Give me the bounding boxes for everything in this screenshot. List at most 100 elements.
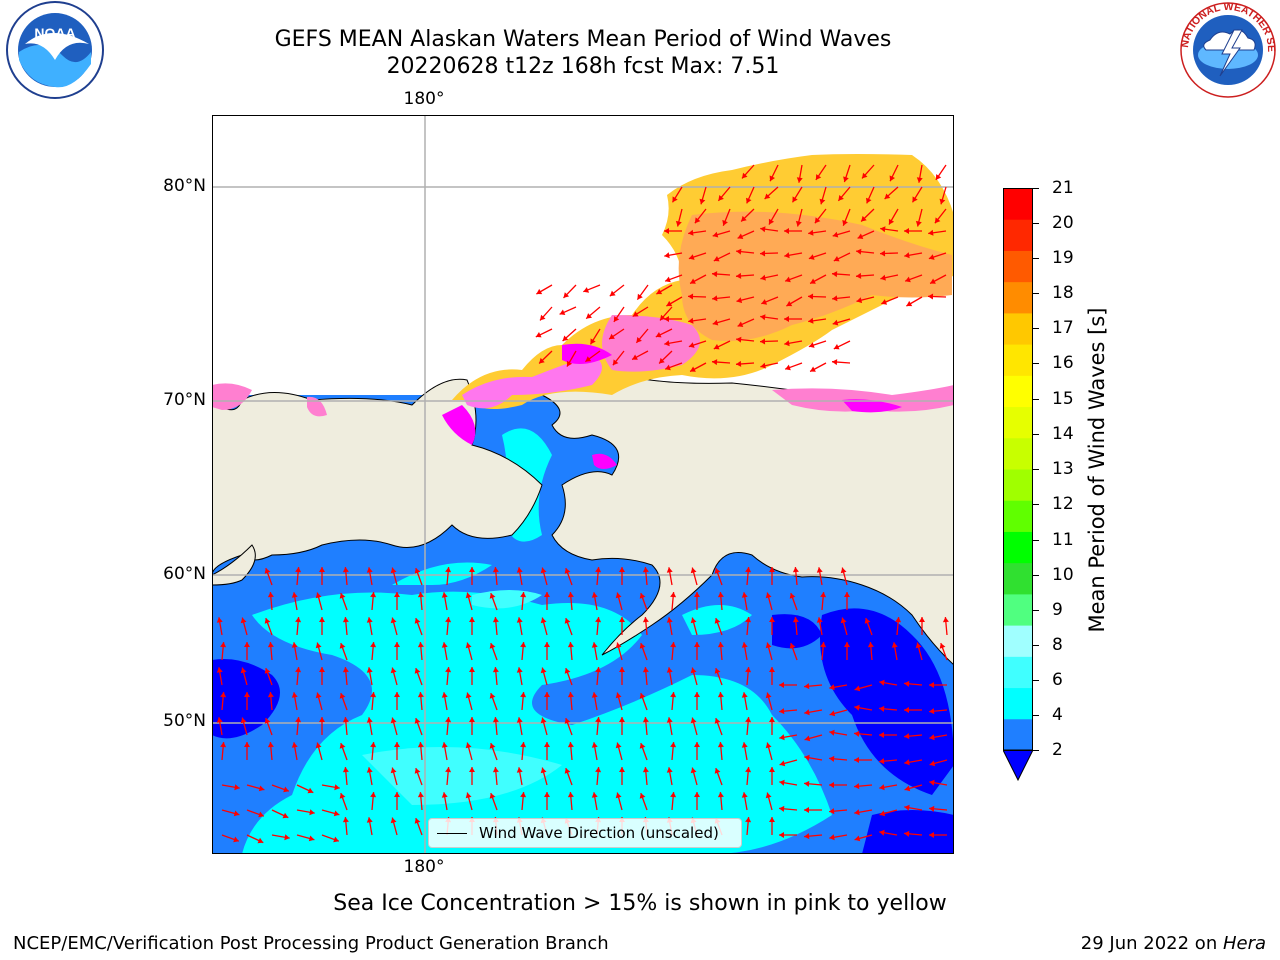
wind-wave-arrowhead (880, 274, 886, 281)
wind-wave-arrowhead (342, 817, 349, 823)
wind-wave-arrowhead (694, 217, 701, 224)
wind-wave-arrowhead (904, 733, 910, 740)
colorbar-tick-mark (1033, 610, 1039, 611)
wind-wave-arrowhead (784, 340, 790, 347)
wind-wave-arrowhead (567, 742, 574, 748)
wind-wave-arrowhead (642, 667, 649, 673)
wind-wave-arrowhead (880, 226, 886, 233)
wind-wave-arrowhead (717, 592, 724, 598)
wind-wave-arrowhead (741, 642, 748, 648)
colorbar-segment (1003, 531, 1033, 564)
colorbar-tick-label: 2 (1052, 740, 1063, 760)
wind-wave-arrowhead (672, 196, 678, 203)
wind-wave-arrowhead (492, 717, 499, 723)
wind-wave-arrowhead (544, 792, 550, 797)
wind-wave-arrowhead (414, 618, 421, 624)
wind-wave-arrowhead (808, 293, 814, 300)
wind-wave-arrowhead (804, 780, 810, 787)
wind-wave-arrowhead (366, 617, 373, 623)
wind-wave-arrowhead (220, 692, 227, 698)
colorbar-tick-mark (1033, 434, 1039, 435)
wind-wave-arrowhead (540, 567, 547, 574)
wind-wave-arrowhead (769, 617, 775, 622)
wind-wave-arrowhead (465, 592, 472, 599)
colorbar-segment (1003, 188, 1033, 220)
colorbar-tick-label: 10 (1052, 565, 1074, 585)
wind-wave-arrowhead (712, 231, 719, 238)
wind-wave-arrowhead (792, 196, 798, 203)
colorbar-segment (1003, 500, 1033, 532)
wind-wave-arrowhead (655, 332, 662, 338)
wind-wave-arrowhead (881, 299, 888, 305)
wind-wave-arrowhead (741, 692, 748, 698)
wind-wave-arrowhead (308, 835, 315, 842)
wind-wave-arrowhead (539, 357, 545, 364)
wind-wave-arrowhead (737, 233, 744, 239)
wind-wave-arrowhead (928, 293, 934, 300)
colorbar-border (1003, 188, 1033, 751)
wind-wave-arrowhead (785, 276, 791, 283)
colorbar-tick-label: 14 (1052, 424, 1074, 444)
wind-wave-arrowhead (615, 592, 622, 599)
colorbar-tick-mark (1033, 293, 1039, 294)
map-canvas (212, 115, 954, 854)
wind-wave-arrowhead (779, 805, 785, 812)
wind-wave-arrowhead (639, 793, 646, 799)
colorbar-tick-label: 20 (1052, 213, 1074, 233)
wind-wave-arrowhead (688, 229, 694, 236)
wind-wave-arrowhead (489, 743, 496, 749)
wind-wave-arrowhead (595, 717, 602, 723)
colorbar-tick-mark (1033, 750, 1039, 751)
wind-wave-arrowhead (339, 593, 346, 599)
wind-wave-arrowhead (642, 567, 649, 573)
wind-wave-arrowhead (829, 729, 835, 736)
wind-wave-arrowhead (319, 567, 325, 572)
wind-wave-arrowhead (879, 758, 885, 765)
wind-wave-arrowhead (833, 256, 840, 262)
wind-wave-arrowhead (712, 359, 718, 366)
wind-wave-arrowhead (567, 692, 574, 698)
wind-wave-arrowhead (615, 742, 622, 749)
wind-wave-arrowhead (838, 195, 844, 201)
colorbar-tick-label: 16 (1052, 353, 1074, 373)
wind-wave-arrowhead (240, 617, 247, 624)
wind-wave-arrowhead (639, 693, 646, 699)
wind-wave-arrowhead (564, 668, 571, 674)
wind-wave-arrowhead (591, 592, 598, 598)
wind-wave-arrowhead (904, 830, 910, 837)
map-title: GEFS MEAN Alaskan Waters Mean Period of … (274, 27, 892, 52)
map-frame (212, 115, 954, 854)
lat-label-80n: 80°N (163, 176, 206, 196)
wind-wave-arrowhead (469, 667, 475, 672)
wind-wave-arrowhead (370, 592, 377, 598)
lat-label-50n: 50°N (163, 711, 206, 731)
wind-wave-arrowhead (829, 834, 835, 841)
wind-wave-arrowhead (492, 667, 499, 673)
lon-label-bottom: 180° (403, 857, 445, 877)
wind-wave-arrowhead (583, 287, 590, 293)
wind-wave-arrowhead (516, 767, 523, 773)
wind-wave-arrowhead (832, 359, 838, 366)
wind-wave-arrowhead (694, 642, 700, 647)
wind-wave-arrowhead (585, 356, 592, 362)
wind-wave-arrowhead (879, 732, 884, 738)
wind-wave-arrowhead (390, 817, 397, 824)
wind-wave-arrowhead (854, 783, 860, 790)
wind-wave-arrowhead (928, 254, 935, 260)
colorbar-tick-mark (1033, 540, 1039, 541)
wind-wave-arrowhead (591, 642, 598, 648)
colorbar-tick-mark (1033, 680, 1039, 681)
wind-wave-arrowhead (929, 734, 935, 741)
wind-wave-arrowhead (760, 274, 766, 281)
wind-wave-arrowhead (544, 642, 550, 647)
wind-wave-arrowhead (339, 793, 346, 799)
wind-wave-arrowhead (342, 567, 349, 573)
colorbar-segment (1003, 593, 1033, 626)
wind-wave-arrowhead (240, 717, 247, 724)
wind-wave-arrowhead (769, 817, 775, 822)
wind-wave-arrowhead (789, 643, 796, 649)
wind-wave-arrowhead (390, 767, 397, 774)
wind-wave-arrowhead (445, 567, 452, 573)
wind-wave-arrowhead (284, 834, 290, 841)
colorbar-segment (1003, 344, 1033, 376)
